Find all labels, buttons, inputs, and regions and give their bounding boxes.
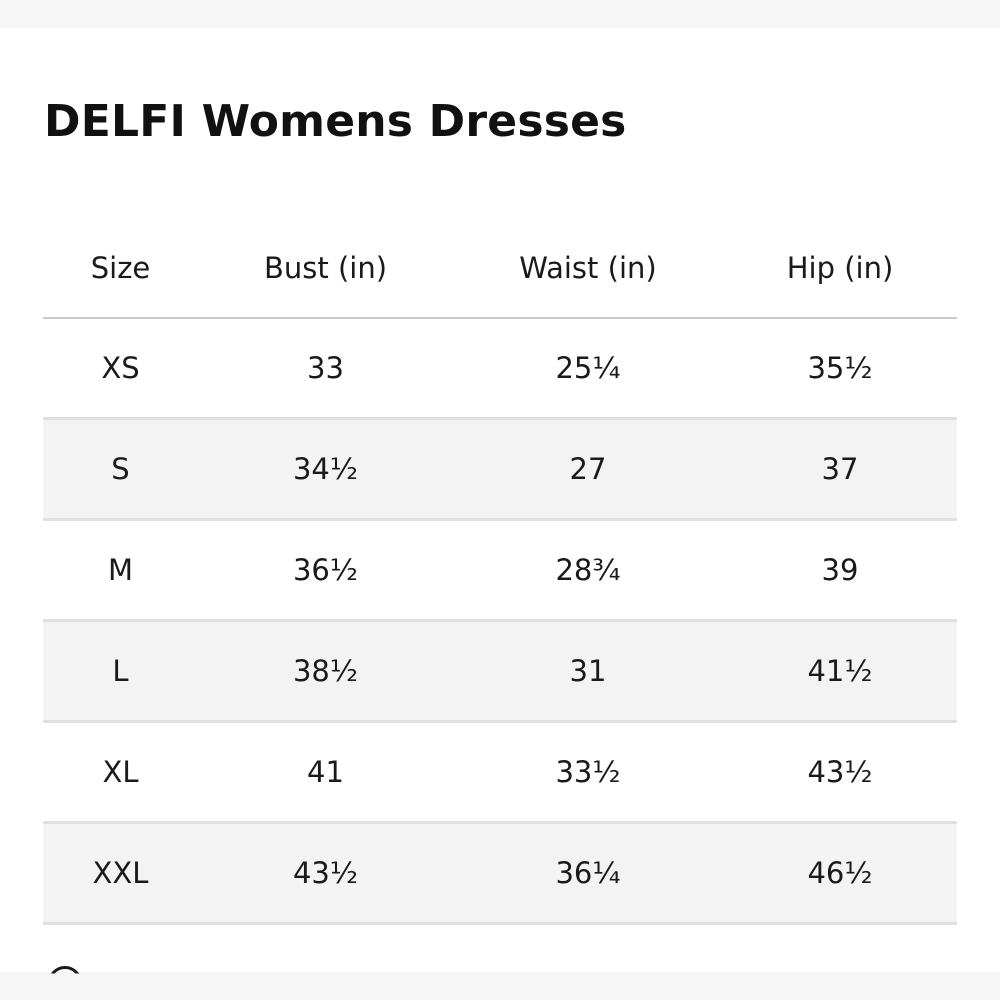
header-hip: Hip (in) (723, 218, 957, 319)
cell-size: XS (43, 318, 198, 420)
table-row: XXL 43½ 36¼ 46½ (43, 822, 957, 925)
cell-bust: 34½ (198, 418, 453, 521)
header-waist: Waist (in) (453, 218, 723, 319)
cell-size: L (43, 620, 198, 723)
page-title: DELFI Womens Dresses (44, 96, 627, 147)
cell-hip: 39 (723, 519, 957, 622)
bottom-band (0, 972, 1000, 1000)
cell-waist: 28¾ (453, 519, 723, 622)
size-chart-table: Size Bust (in) Waist (in) Hip (in) XS 33… (43, 218, 957, 925)
cell-waist: 27 (453, 418, 723, 521)
header-size: Size (43, 218, 198, 319)
table-header: Size Bust (in) Waist (in) Hip (in) (43, 218, 957, 319)
cell-waist: 31 (453, 620, 723, 723)
cell-hip: 35½ (723, 318, 957, 420)
cell-hip: 43½ (723, 721, 957, 824)
cell-bust: 38½ (198, 620, 453, 723)
cell-waist: 25¼ (453, 318, 723, 420)
table-body: XS 33 25¼ 35½ S 34½ 27 37 M 36½ 28¾ 39 L… (43, 318, 957, 925)
table-row: XS 33 25¼ 35½ (43, 318, 957, 420)
cell-hip: 37 (723, 418, 957, 521)
cell-hip: 41½ (723, 620, 957, 723)
cell-bust: 33 (198, 318, 453, 420)
cell-bust: 43½ (198, 822, 453, 925)
cell-size: S (43, 418, 198, 521)
table-row: XL 41 33½ 43½ (43, 721, 957, 824)
top-band (0, 0, 1000, 28)
cell-size: XL (43, 721, 198, 824)
table-row: S 34½ 27 37 (43, 418, 957, 521)
header-row: Size Bust (in) Waist (in) Hip (in) (43, 218, 957, 319)
cell-size: XXL (43, 822, 198, 925)
cell-bust: 36½ (198, 519, 453, 622)
table-row: L 38½ 31 41½ (43, 620, 957, 723)
cell-waist: 33½ (453, 721, 723, 824)
cell-waist: 36¼ (453, 822, 723, 925)
cell-hip: 46½ (723, 822, 957, 925)
header-bust: Bust (in) (198, 218, 453, 319)
table-row: M 36½ 28¾ 39 (43, 519, 957, 622)
cell-size: M (43, 519, 198, 622)
cell-bust: 41 (198, 721, 453, 824)
